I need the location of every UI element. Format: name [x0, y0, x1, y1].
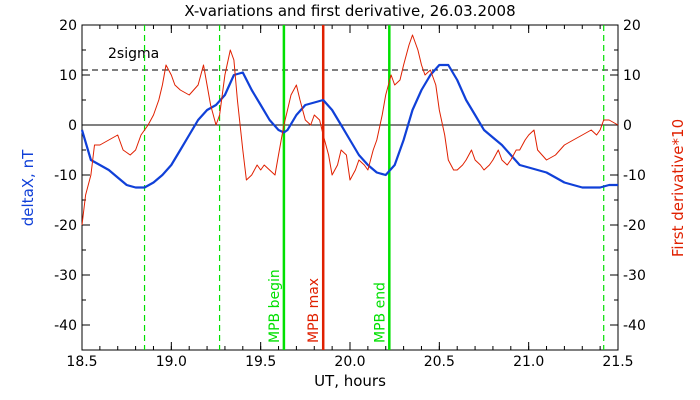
threshold-label: 2sigma: [108, 46, 159, 62]
x-tick-label: 18.5: [66, 354, 97, 370]
y-tick-label-left: 0: [68, 118, 77, 134]
plot-area: 18.5 19.0 19.5 20.0 20.5 21.0 21.5 20 20 10 10 0 0 -1…: [54, 18, 646, 370]
y-tick-label-left: 10: [59, 68, 77, 84]
y-tick-label-left: -10: [54, 168, 77, 184]
x-tick-label: 21.5: [602, 354, 633, 370]
y-tick-label-right: 20: [623, 18, 641, 34]
x-tick-label: 20.0: [334, 354, 365, 370]
y-tick-label-left: -30: [54, 268, 77, 284]
y-tick-label-right: -20: [623, 218, 646, 234]
y-axis-label-left: deltaX, nT: [19, 149, 37, 226]
marker-label: MPB max: [306, 278, 322, 343]
y-tick-label-right: -10: [623, 168, 646, 184]
y-tick-label-left: -40: [54, 318, 77, 334]
y-tick-label-right: -40: [623, 318, 646, 334]
y-tick-label-right: 0: [623, 118, 632, 134]
marker-label: MPB begin: [267, 269, 283, 343]
x-axis-label: UT, hours: [314, 372, 386, 390]
y-tick-label-right: 10: [623, 68, 641, 84]
x-tick-label: 20.5: [424, 354, 455, 370]
y-axis-label-right: First derivative*10: [669, 119, 687, 257]
x-tick-label: 19.5: [245, 354, 276, 370]
x-tick-label: 21.0: [513, 354, 544, 370]
y-tick-label-left: 20: [59, 18, 77, 34]
y-tick-label-left: -20: [54, 218, 77, 234]
plot-frame: [81, 24, 619, 351]
series-line-derivative: [81, 34, 619, 226]
series-line-deltaX: [80, 63, 618, 189]
y-tick-label-right: -30: [623, 268, 646, 284]
marker-label: MPB end: [372, 282, 388, 343]
chart-title: X-variations and first derivative, 26.03…: [184, 2, 515, 20]
x-tick-label: 19.0: [156, 354, 187, 370]
